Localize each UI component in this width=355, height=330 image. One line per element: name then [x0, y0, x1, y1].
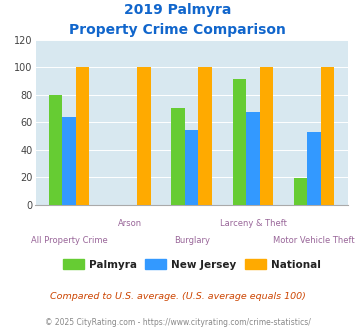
Bar	[294, 179, 307, 205]
Text: Motor Vehicle Theft: Motor Vehicle Theft	[273, 236, 355, 245]
Bar	[198, 67, 212, 205]
Text: Larceny & Theft: Larceny & Theft	[219, 219, 286, 228]
Bar	[307, 132, 321, 205]
Text: Property Crime Comparison: Property Crime Comparison	[69, 23, 286, 37]
Bar	[49, 95, 62, 205]
Bar	[260, 67, 273, 205]
Bar	[171, 108, 185, 205]
Bar	[62, 116, 76, 205]
Legend: Palmyra, New Jersey, National: Palmyra, New Jersey, National	[63, 259, 321, 270]
Bar	[233, 80, 246, 205]
Text: Arson: Arson	[118, 219, 142, 228]
Text: Compared to U.S. average. (U.S. average equals 100): Compared to U.S. average. (U.S. average …	[50, 292, 305, 301]
Bar	[76, 67, 89, 205]
Bar	[185, 130, 198, 205]
Text: 2019 Palmyra: 2019 Palmyra	[124, 3, 231, 17]
Bar	[321, 67, 334, 205]
Text: © 2025 CityRating.com - https://www.cityrating.com/crime-statistics/: © 2025 CityRating.com - https://www.city…	[45, 318, 310, 327]
Text: Burglary: Burglary	[174, 236, 210, 245]
Text: All Property Crime: All Property Crime	[31, 236, 108, 245]
Bar	[246, 113, 260, 205]
Bar	[137, 67, 151, 205]
